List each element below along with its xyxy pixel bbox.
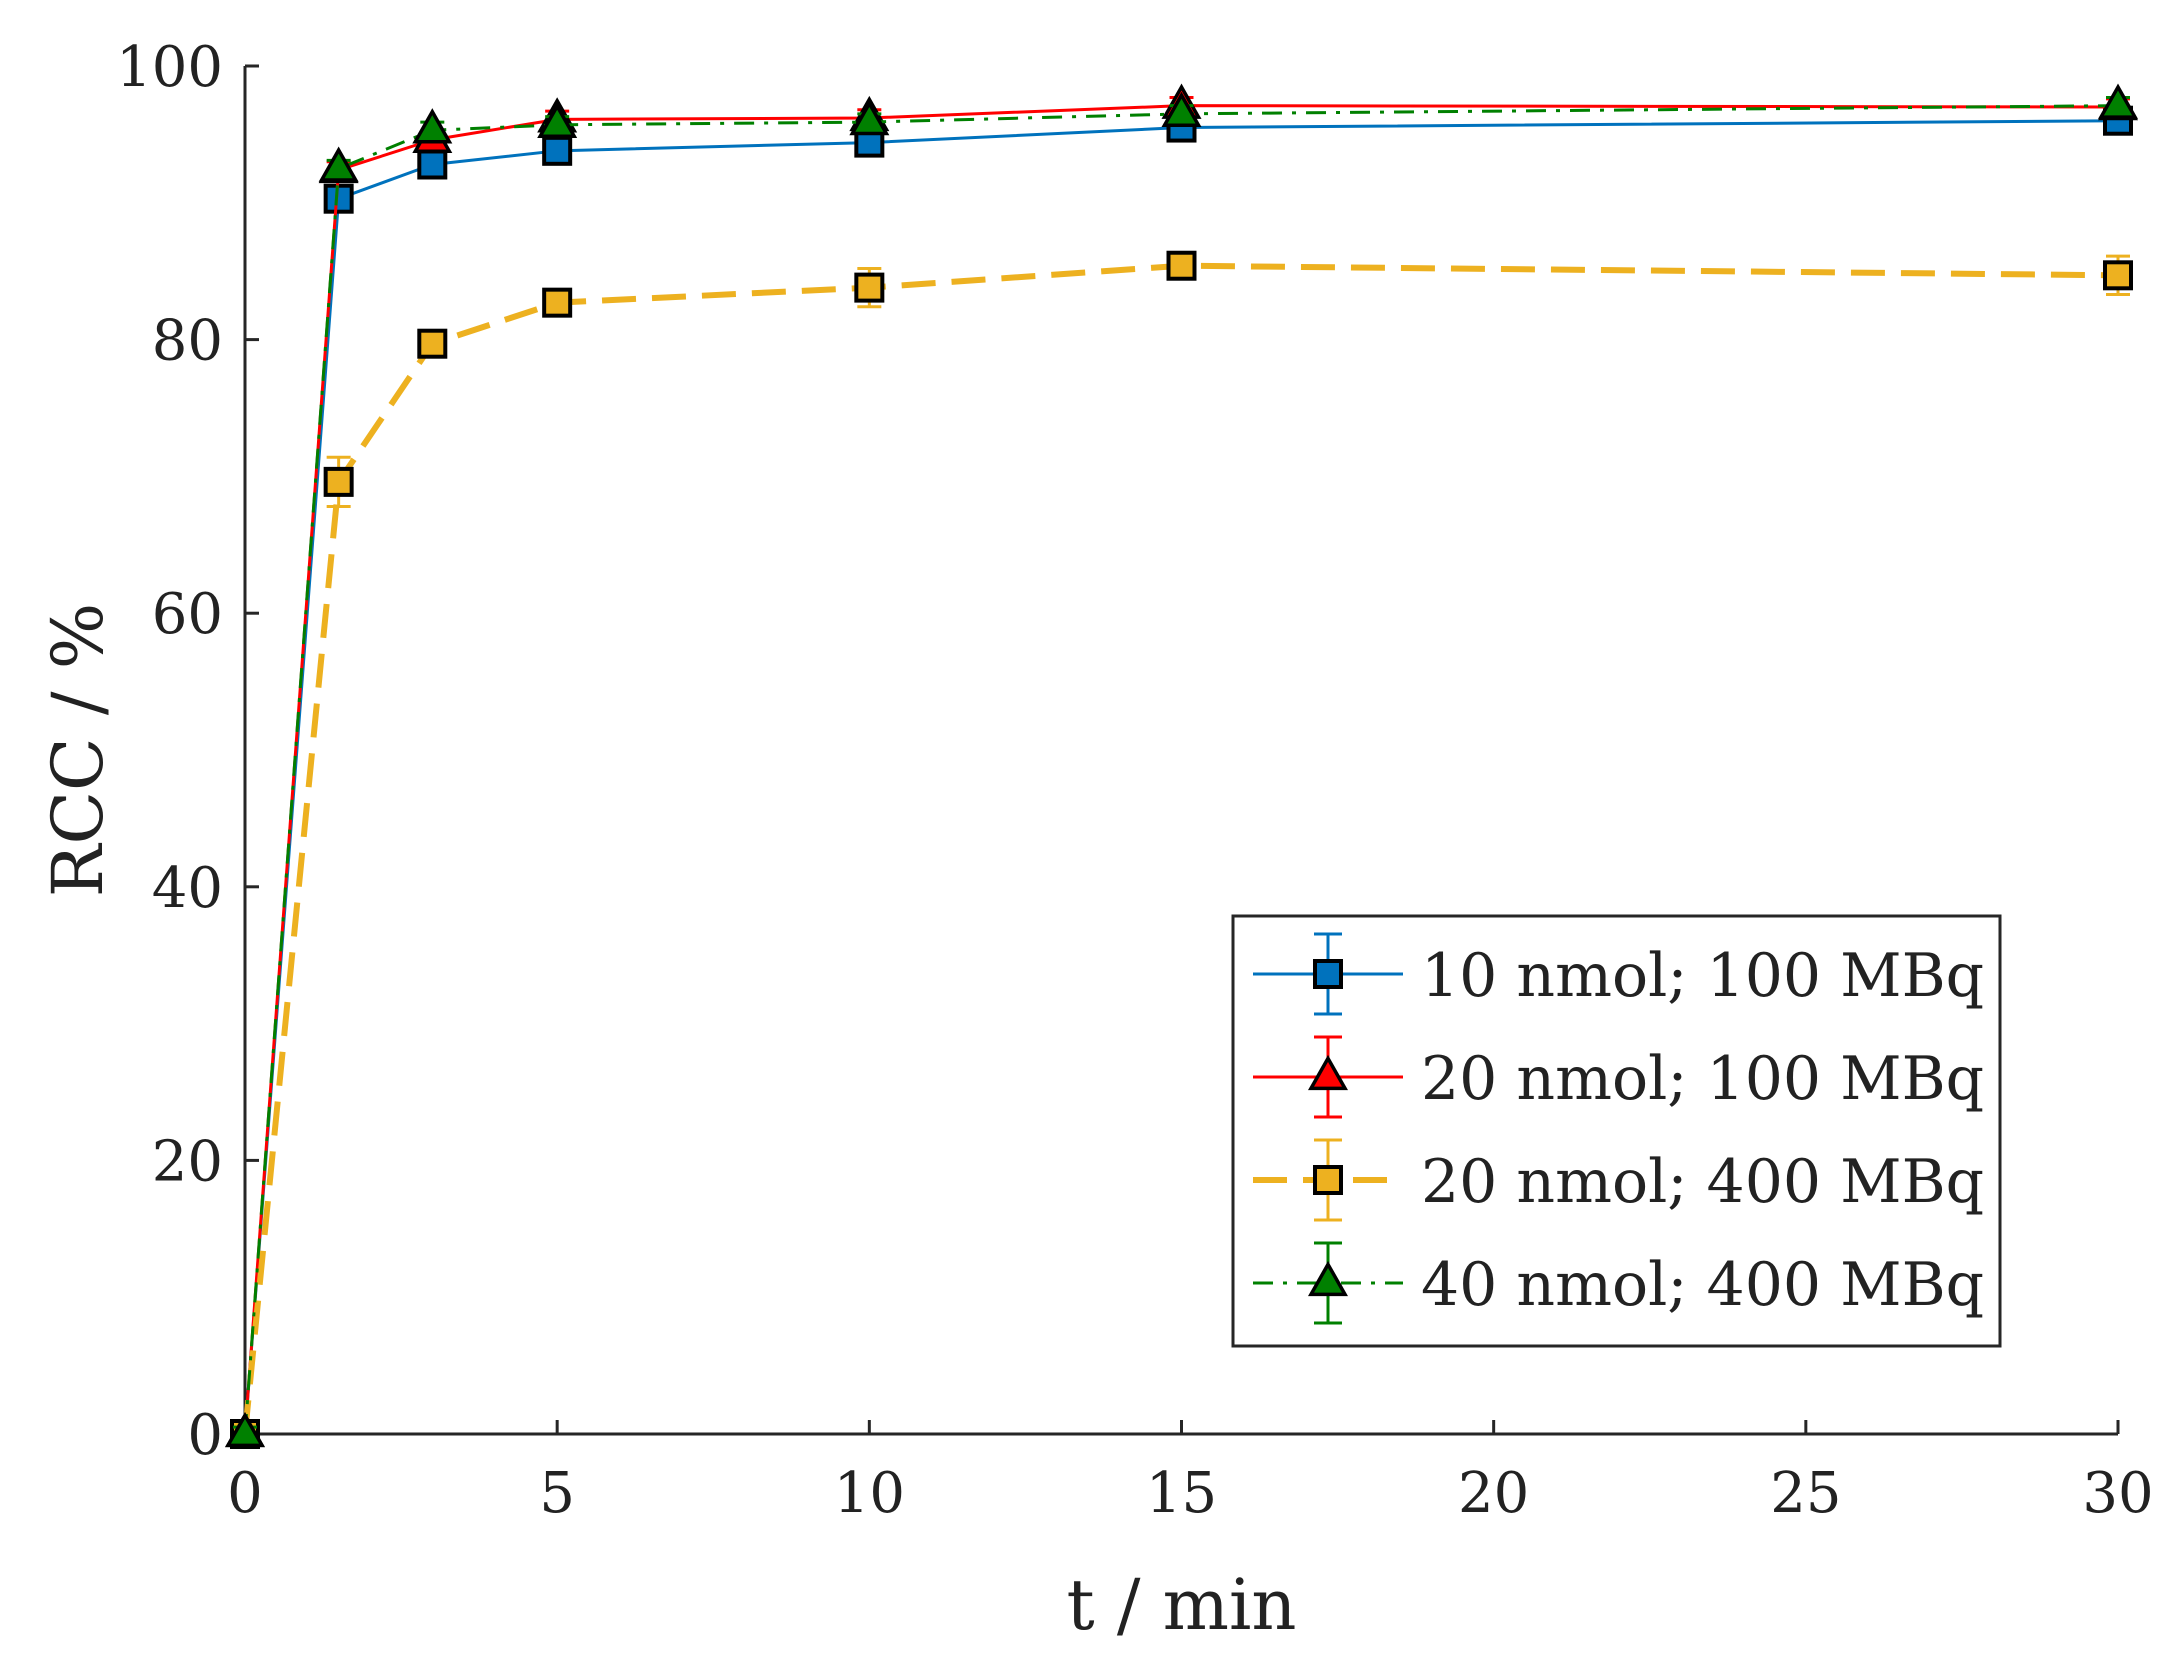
legend-entry: 20 nmol; 400 MBq — [1253, 1138, 1984, 1222]
series-group — [224, 83, 2139, 1449]
y-axis-label: RCC / % — [37, 603, 119, 897]
y-tick-label: 20 — [152, 1129, 223, 1194]
data-point — [323, 466, 354, 497]
y-tick-label: 60 — [152, 582, 223, 647]
y-tick-label: 40 — [152, 856, 223, 921]
data-point — [2103, 260, 2133, 291]
legend-entry: 10 nmol; 100 MBq — [1253, 932, 1984, 1016]
data-point — [318, 146, 359, 182]
data-point — [854, 272, 885, 303]
data-point — [537, 102, 578, 138]
legend-marker — [1307, 1054, 1349, 1091]
legend-marker — [1307, 1260, 1349, 1297]
data-point — [2097, 83, 2139, 119]
axes-group: 0 5 10 15 20 25 30 0 20 40 60 80 100 t / min RCC / % — [37, 35, 2154, 1646]
legend-label: 10 nmol; 100 MBq — [1421, 941, 1984, 1011]
data-point — [417, 149, 448, 180]
legend-label: 40 nmol; 400 MBq — [1421, 1250, 1984, 1320]
legend-marker — [1313, 959, 1343, 989]
legend-label: 20 nmol; 400 MBq — [1421, 1147, 1984, 1217]
x-tick-label: 30 — [2082, 1461, 2153, 1526]
data-point — [412, 108, 453, 144]
data-point — [542, 135, 573, 166]
x-tick-label: 0 — [227, 1461, 263, 1526]
y-tick-label: 100 — [116, 35, 223, 100]
x-tick-label: 10 — [834, 1461, 905, 1526]
series-4 — [224, 83, 2139, 1448]
data-point — [417, 328, 448, 359]
legend-entry: 40 nmol; 400 MBq — [1253, 1241, 1984, 1325]
y-tick-label: 0 — [187, 1403, 223, 1468]
series-3 — [230, 250, 2133, 1449]
x-axis-label: t / min — [1066, 1564, 1296, 1646]
x-tick-label: 20 — [1458, 1461, 1529, 1526]
y-tick-label: 80 — [152, 309, 223, 374]
x-tick-label: 5 — [539, 1461, 575, 1526]
legend-box — [1231, 914, 2002, 1348]
data-point — [1166, 250, 1197, 281]
data-point — [849, 99, 890, 136]
x-tick-label: 15 — [1146, 1461, 1217, 1526]
legend-entry: 20 nmol; 100 MBq — [1253, 1035, 1984, 1119]
data-point — [542, 287, 573, 318]
data-point — [1161, 91, 1202, 128]
legend-marker — [1313, 1165, 1343, 1195]
legend-label: 20 nmol; 100 MBq — [1421, 1044, 1984, 1114]
x-tick-label: 25 — [1770, 1461, 1841, 1526]
data-point — [224, 1411, 266, 1448]
legend-group: 10 nmol; 100 MBq 20 nmol; 100 MBq 20 nmol;… — [1231, 914, 2002, 1348]
